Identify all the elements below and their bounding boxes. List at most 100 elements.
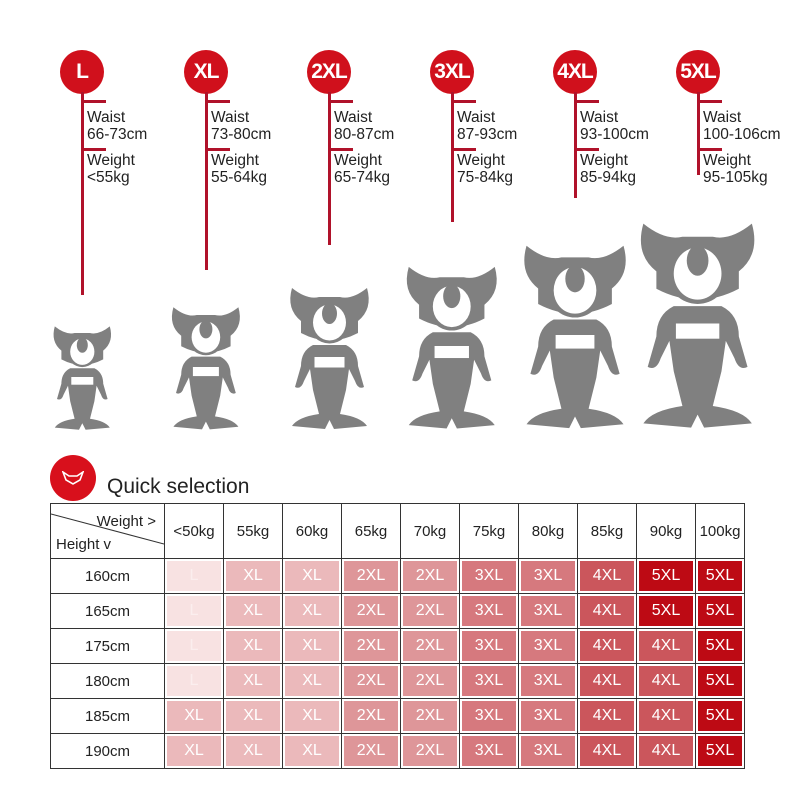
size-value: 3XL [462,701,516,731]
waist-info: Waist 100-106cm [703,109,781,143]
waist-value: 66-73cm [87,126,148,143]
size-cell: 5XL [695,733,745,769]
size-cell: L [164,663,224,699]
weight-column-header: 65kg [341,503,401,559]
weight-info: Weight 85-94kg [580,152,636,186]
weight-label: Weight [580,152,628,169]
waist-info: Waist 73-80cm [211,109,271,143]
size-value: XL [226,736,280,766]
size-cell: 3XL [518,698,578,734]
size-cell: 4XL [577,698,637,734]
height-cell: 160cm [50,558,165,594]
size-value: XL [167,736,221,766]
table-row: 165cm L XL XL 2XL 2XL 3XL 3XL 4XL 5XL 5XL [50,593,745,629]
size-cell: 4XL [577,593,637,629]
size-value: 3XL [521,736,575,766]
size-value: XL [226,666,280,696]
size-value: 2XL [344,701,398,731]
size-cell: 2XL [400,593,460,629]
size-cell: 5XL [695,628,745,664]
weight-column-header: 55kg [223,503,283,559]
size-cell: 2XL [400,698,460,734]
size-value: L [167,631,221,661]
size-value: 4XL [639,701,693,731]
tick [698,100,722,103]
weight-axis-label: Weight > [96,513,156,530]
size-cell: 2XL [341,558,401,594]
body-figure-icon [524,245,626,429]
size-stem [81,92,84,295]
tick [329,100,353,103]
size-value: XL [285,666,339,696]
brand-logo [50,455,96,501]
size-value: XL [285,736,339,766]
size-cell: 2XL [400,628,460,664]
size-stem [451,92,454,222]
size-value: 3XL [521,596,575,626]
weight-info: Weight <55kg [87,152,135,186]
size-value: 4XL [580,736,634,766]
weight-value: 85-94kg [580,169,637,186]
weight-label: Weight [457,152,505,169]
size-cell: 2XL [341,628,401,664]
weight-label: Weight [334,152,382,169]
waist-label: Waist [457,109,496,126]
size-cell: 3XL [459,698,519,734]
size-cell: 3XL [459,558,519,594]
size-stem [574,92,577,198]
table-row: 160cm L XL XL 2XL 2XL 3XL 3XL 4XL 5XL 5XL [50,558,745,594]
size-cell: 3XL [518,558,578,594]
weight-label: Weight [703,152,751,169]
size-value: 3XL [462,561,516,591]
size-value: 2XL [403,666,457,696]
waist-info: Waist 66-73cm [87,109,147,143]
size-cell: L [164,628,224,664]
tick [82,148,106,151]
waist-value: 87-93cm [457,126,518,143]
size-value: 4XL [580,561,634,591]
size-value: 2XL [403,701,457,731]
size-value: 4XL [580,631,634,661]
waist-info: Waist 87-93cm [457,109,517,143]
size-value: 5XL [698,666,742,696]
waist-label: Waist [703,109,742,126]
size-value: XL [285,561,339,591]
size-value: 5XL [698,736,742,766]
size-value: 3XL [521,561,575,591]
size-cell: 5XL [695,593,745,629]
weight-value: 65-74kg [334,169,391,186]
size-value: 2XL [344,631,398,661]
corner-header: Weight > Height v [50,503,165,559]
size-cell: 3XL [459,628,519,664]
size-cell: XL [282,558,342,594]
height-cell: 175cm [50,628,165,664]
weight-value: 95-105kg [703,169,768,186]
size-cell: 5XL [695,558,745,594]
size-value: 3XL [521,666,575,696]
table-row: 180cm L XL XL 2XL 2XL 3XL 3XL 4XL 4XL 5XL [50,663,745,699]
weight-column-header: <50kg [164,503,224,559]
tick [452,148,476,151]
weight-label: Weight [211,152,259,169]
table-row: 185cm XL XL XL 2XL 2XL 3XL 3XL 4XL 4XL 5XL [50,698,745,734]
size-value: 4XL [639,666,693,696]
size-cell: 2XL [341,663,401,699]
weight-column-header: 60kg [282,503,342,559]
height-axis-label: Height v [56,536,112,553]
weight-info: Weight 55-64kg [211,152,267,186]
size-cell: 3XL [518,663,578,699]
size-cell: XL [282,628,342,664]
size-table: Weight > Height v <50kg 55kg 60kg 65kg 70kg 7… [50,503,745,769]
size-cell: 5XL [636,593,696,629]
size-value: XL [226,561,280,591]
size-cell: XL [282,698,342,734]
tick [575,100,599,103]
body-figure-icon [289,288,369,429]
size-cell: XL [223,733,283,769]
size-value: XL [226,596,280,626]
size-cell: 4XL [577,663,637,699]
size-cell: 3XL [459,733,519,769]
size-cell: XL [282,593,342,629]
waist-label: Waist [211,109,250,126]
